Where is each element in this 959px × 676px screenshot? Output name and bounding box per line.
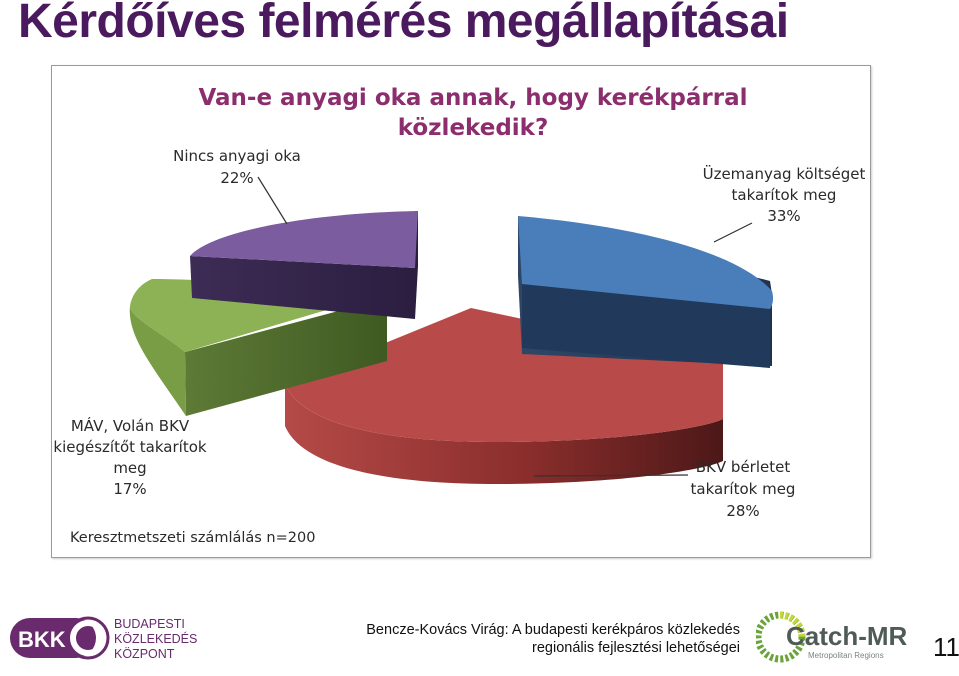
label-mav-line-2: kiegészítőt takarítok (53, 438, 206, 456)
pie-chart: Van-e anyagi oka annak, hogy kerékpárral… (53, 85, 866, 546)
leader-line-uzemanyag (713, 222, 753, 243)
catch-mr-name: Catch-MR (786, 621, 908, 651)
label-uzemanyag-line-1: Üzemanyag költséget (703, 164, 866, 183)
pie-slice-uzemanyag (518, 216, 774, 368)
chart-note: Keresztmetszeti számlálás n=200 (70, 530, 315, 546)
label-uzemanyag-line-2: takarítok meg (732, 186, 837, 204)
label-mav-value: 17% (113, 480, 146, 498)
bkk-text-line-3: KÖZPONT (114, 647, 175, 661)
bkk-key-ring-icon (70, 620, 106, 656)
label-nincs-line-1: Nincs anyagi oka (173, 147, 301, 165)
chart-title-line-2: közlekedik? (398, 115, 549, 141)
label-mav-line-3: meg (113, 459, 146, 477)
label-bkv-line-2: takarítok meg (691, 480, 796, 498)
leader-line-nincs (257, 176, 288, 225)
slide-title: Kérdőíves felmérés megállapításai (18, 0, 789, 48)
pie-slice-nincs-top (190, 211, 418, 268)
footer-line-1: Bencze-Kovács Virág: A budapesti kerékpá… (366, 622, 740, 638)
bkk-logo: BKK BUDAPESTI KÖZLEKEDÉSI KÖZPONT (10, 616, 198, 661)
label-uzemanyag-value: 33% (767, 207, 800, 225)
catch-mr-subtitle: Metropolitan Regions (808, 651, 884, 660)
pie-slice-uzemanyag-side-front (522, 284, 770, 368)
bkk-text-line-2: KÖZLEKEDÉSI (114, 631, 198, 646)
catch-mr-logo: Catch-MR Metropolitan Regions (756, 611, 908, 663)
catch-mr-sunburst-icon (756, 611, 806, 663)
pie-slice-bkv-side (285, 384, 723, 484)
page-number: 11 (933, 632, 959, 662)
label-bkv-value: 28% (726, 502, 759, 520)
label-nincs-value: 22% (220, 169, 253, 187)
footer-credit: Bencze-Kovács Virág: A budapesti kerékpá… (340, 621, 740, 657)
pie-slice-mav-left-side (129, 306, 186, 416)
pie-slice-uzemanyag-top (518, 216, 774, 309)
chart-frame: Van-e anyagi oka annak, hogy kerékpárral… (51, 65, 871, 558)
pie-slice-mav-side (185, 298, 387, 416)
bkk-text-line-1: BUDAPESTI (114, 617, 185, 631)
pie-slice-nincs-side (190, 256, 415, 319)
label-mav-line-1: MÁV, Volán BKV (71, 416, 190, 435)
chart-title-line-1: Van-e anyagi oka annak, hogy kerékpárral (198, 85, 747, 111)
leader-line-bkv (533, 474, 689, 477)
label-bkv-line-1: BKV bérletet (696, 458, 791, 476)
pie-slice-nincs (190, 211, 418, 319)
footer-line-2: regionális fejlesztési lehetőségei (532, 640, 740, 656)
bkk-mark: BKK (18, 627, 66, 652)
